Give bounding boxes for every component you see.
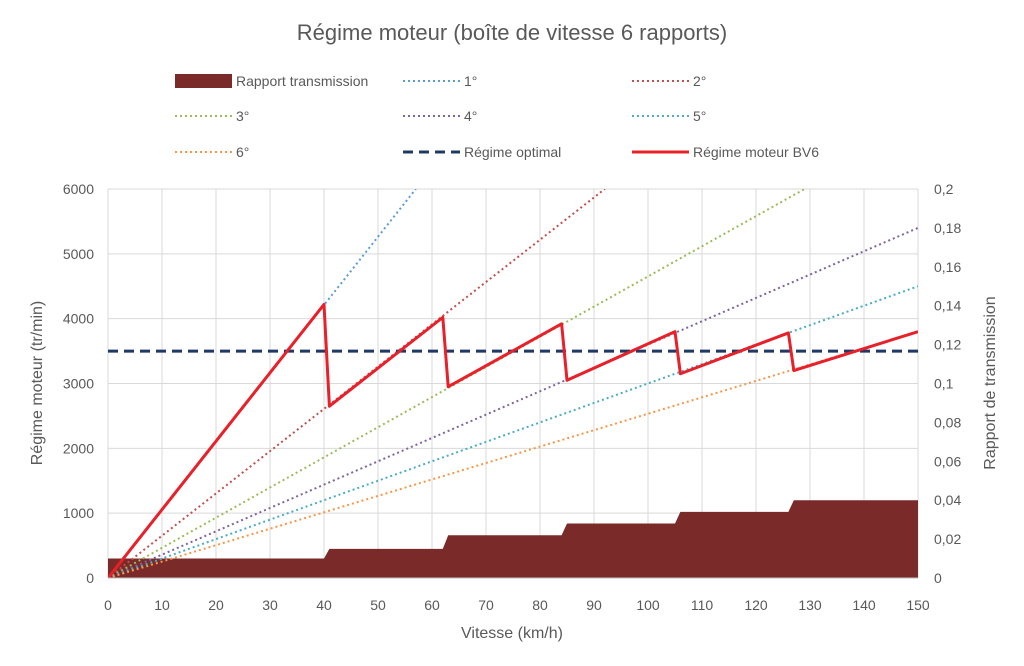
legend-label: 5°	[693, 108, 706, 124]
chart-title: Régime moteur (boîte de vitesse 6 rappor…	[297, 20, 727, 45]
plot-area	[108, 189, 918, 578]
y-tick-label: 4000	[63, 311, 94, 327]
y-tick-label: 5000	[63, 246, 94, 262]
legend-label: Régime moteur BV6	[693, 144, 819, 160]
legend-item-g5: 5°	[632, 108, 706, 124]
y-tick-label: 3000	[63, 376, 94, 392]
legend-label: 2°	[693, 73, 706, 89]
x-tick-label: 130	[798, 597, 822, 613]
x-tick-label: 20	[208, 597, 224, 613]
y2-tick-label: 0,2	[934, 181, 954, 197]
series-ratio-area	[108, 500, 918, 578]
series-g4-line	[108, 226, 918, 578]
y2-tick-label: 0,08	[934, 414, 961, 430]
x-tick-label: 120	[744, 597, 768, 613]
x-tick-label: 30	[262, 597, 278, 613]
x-tick-label: 90	[586, 597, 602, 613]
series-bv6-line	[108, 302, 918, 578]
x-tick-label: 10	[154, 597, 170, 613]
legend-item-g4: 4°	[403, 108, 477, 124]
legend-item-g6: 6°	[175, 144, 249, 160]
x-tick-label: 70	[478, 597, 494, 613]
y2-axis-label: Rapport de transmission	[982, 296, 999, 469]
x-tick-label: 100	[636, 597, 660, 613]
legend-label: Rapport transmission	[236, 73, 368, 89]
x-tick-label: 0	[104, 597, 112, 613]
legend-item-bv6: Régime moteur BV6	[632, 144, 819, 160]
legend-item-optimal: Régime optimal	[403, 144, 561, 160]
y2-tick-label: 0,12	[934, 337, 961, 353]
y2-tick-label: 0,1	[934, 376, 954, 392]
legend-label: Régime optimal	[464, 144, 561, 160]
series-g6-line	[108, 330, 918, 578]
y2-tick-label: 0,02	[934, 531, 961, 547]
x-tick-label: 150	[906, 597, 930, 613]
legend-item-ratio: Rapport transmission	[175, 73, 368, 89]
legend-label: 1°	[464, 73, 477, 89]
y2-tick-label: 0,18	[934, 220, 961, 236]
legend-label: 6°	[236, 144, 249, 160]
x-tick-label: 40	[316, 597, 332, 613]
series-g5-line	[108, 285, 918, 578]
y2-tick-label: 0	[934, 570, 942, 586]
legend-label: 3°	[236, 108, 249, 124]
y-tick-label: 6000	[63, 181, 94, 197]
legend-item-g2: 2°	[632, 73, 706, 89]
y2-tick-label: 0,14	[934, 298, 961, 314]
y2-tick-label: 0,06	[934, 453, 961, 469]
x-tick-label: 80	[532, 597, 548, 613]
x-tick-label: 60	[424, 597, 440, 613]
x-tick-label: 50	[370, 597, 386, 613]
y-tick-label: 1000	[63, 505, 94, 521]
legend-label: 4°	[464, 108, 477, 124]
legend-item-g1: 1°	[403, 73, 477, 89]
y-axis-label: Régime moteur (tr/min)	[29, 301, 46, 465]
x-axis-label: Vitesse (km/h)	[461, 625, 563, 642]
y2-tick-label: 0,16	[934, 259, 961, 275]
axes: 0 10 20 30 40 50 60 70 80 90 100 110 120 130 140 150010…	[63, 181, 962, 613]
x-tick-label: 110	[691, 597, 714, 613]
legend: Rapport transmission 1° 2° 3° 4° 5° 6° Régime o…	[175, 73, 819, 160]
x-tick-label: 140	[852, 597, 876, 613]
legend-swatch	[175, 74, 232, 88]
legend-item-g3: 3°	[175, 108, 249, 124]
y-tick-label: 2000	[63, 440, 94, 456]
y2-tick-label: 0,04	[934, 492, 961, 508]
y-tick-label: 0	[86, 570, 94, 586]
